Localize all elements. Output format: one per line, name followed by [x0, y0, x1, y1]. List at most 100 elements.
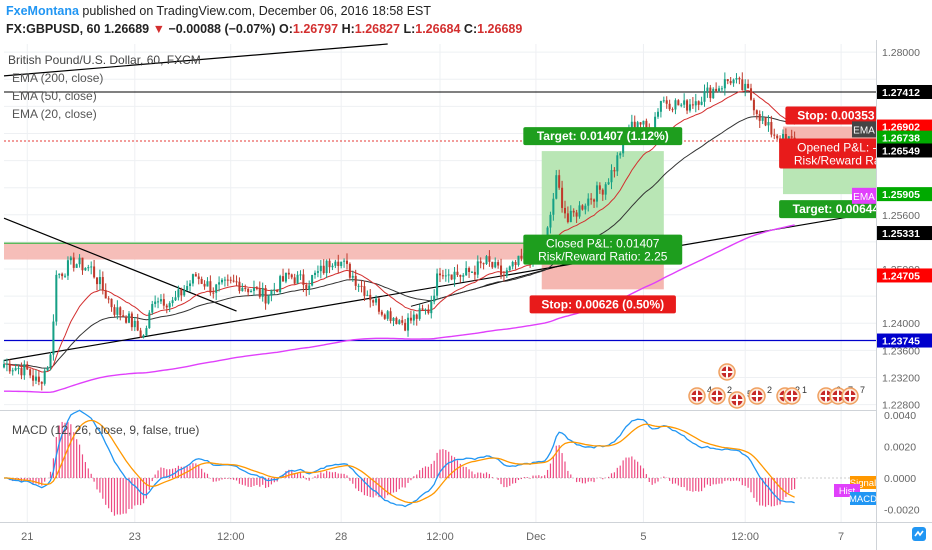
price-tag: 1.24705 — [882, 270, 920, 282]
candle-body — [645, 120, 648, 130]
price-tag-bg — [877, 84, 932, 99]
price-tick-label: 1.24000 — [882, 318, 920, 330]
candle-body — [2, 364, 6, 368]
candle-body — [738, 77, 741, 80]
position-zones — [4, 126, 932, 290]
candle-body — [404, 322, 407, 331]
candle-body — [299, 274, 302, 276]
ascending-trendline — [3, 214, 862, 362]
candle-body — [159, 299, 162, 302]
candle-body — [697, 101, 700, 105]
macd-tag: MACD — [849, 494, 877, 505]
candle-body — [375, 298, 378, 303]
candle-body — [43, 370, 46, 384]
candle-body — [633, 121, 636, 129]
candle-body — [688, 104, 691, 111]
candle-body — [383, 314, 386, 319]
high-value: 1.26827 — [354, 22, 400, 36]
candle-body — [566, 213, 569, 223]
candle-body — [497, 262, 500, 266]
candle-body — [37, 376, 40, 382]
down-arrow-icon: ▼ — [152, 22, 165, 36]
time-tick-label: 28 — [335, 531, 347, 543]
candle-body — [456, 271, 459, 276]
candle-body — [372, 300, 375, 303]
candle-body — [345, 260, 349, 264]
candle-body — [502, 274, 505, 276]
candle-body — [482, 263, 485, 265]
legend-ema20[interactable]: EMA (20, close) — [12, 107, 97, 121]
candle-body — [787, 136, 790, 139]
candle-body — [93, 266, 96, 278]
candle-body — [686, 100, 689, 111]
long-stop-label-bg — [529, 295, 676, 314]
candle-body — [177, 289, 180, 298]
candlestick-series — [2, 72, 796, 391]
symbol-label: FX:GBPUSD, 60 — [6, 22, 101, 36]
ema-tag-bg — [852, 121, 876, 138]
last-price: 1.26689 — [103, 22, 150, 36]
candle-body — [276, 289, 279, 293]
candle-body — [447, 274, 450, 276]
candle-body — [75, 264, 78, 268]
candle-body — [186, 286, 189, 291]
candle-body — [287, 272, 290, 275]
signal-line — [3, 419, 795, 504]
candle-body — [200, 278, 203, 284]
long-result-label-line1: Closed P&L: 0.01407 — [546, 237, 660, 251]
candle-body — [654, 116, 657, 131]
legend-ema50[interactable]: EMA (50, close) — [12, 89, 97, 103]
candle-body — [468, 268, 471, 272]
candle-body — [165, 305, 168, 308]
legend-ema200[interactable]: EMA (200, close) — [12, 71, 103, 85]
macd-tick-label: 0.0040 — [884, 410, 916, 422]
candle-body — [229, 279, 232, 281]
event-flag-count: 2 — [767, 385, 772, 395]
candle-body — [473, 271, 476, 275]
candle-body — [590, 198, 593, 200]
candle-body — [171, 300, 174, 304]
time-tick-label: 5 — [640, 531, 646, 543]
candle-body — [549, 214, 552, 228]
price-tick-label: 1.23200 — [882, 372, 920, 384]
candle-body — [680, 104, 683, 106]
economic-events[interactable]: 425221677 — [688, 363, 865, 409]
candle-body — [17, 368, 20, 370]
candle-body — [206, 281, 209, 287]
candle-body — [453, 271, 456, 280]
candle-body — [87, 267, 90, 269]
candle-body — [764, 117, 767, 126]
candle-body — [500, 265, 503, 275]
candle-body — [8, 363, 11, 372]
candle-body — [252, 287, 255, 291]
author-name[interactable]: FxeMontana — [6, 4, 79, 18]
candle-body — [598, 185, 601, 190]
candle-body — [5, 363, 8, 365]
candle-body — [107, 298, 110, 300]
candle-body — [20, 368, 23, 376]
event-flag-cross-v — [849, 390, 851, 402]
candle-body — [630, 121, 633, 132]
candle-body — [392, 317, 395, 321]
published-text: published on TradingView.com, December 0… — [82, 4, 432, 18]
candle-body — [424, 309, 427, 311]
candle-body — [250, 290, 253, 293]
ema200-line — [3, 224, 795, 394]
candle-body — [64, 275, 67, 277]
candle-body — [209, 281, 212, 293]
candle-body — [258, 288, 261, 297]
candle-body — [494, 262, 497, 268]
candle-body — [587, 198, 590, 206]
candle-body — [517, 255, 520, 265]
candle-body — [642, 120, 645, 125]
candle-body — [691, 104, 694, 106]
candle-body — [34, 376, 37, 381]
candle-body — [418, 308, 421, 319]
candle-body — [49, 354, 52, 368]
candle-body — [23, 364, 26, 376]
macd-tag: Signal — [850, 478, 876, 489]
candle-body — [668, 103, 671, 110]
candle-body — [563, 207, 567, 214]
